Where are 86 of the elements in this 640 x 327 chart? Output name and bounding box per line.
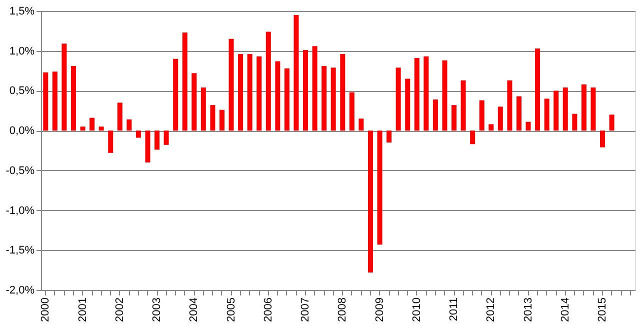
bar — [340, 54, 346, 131]
bar — [126, 119, 132, 131]
bar — [266, 32, 271, 131]
bar — [219, 110, 224, 131]
x-tick-label: 2007 — [300, 298, 312, 322]
bar — [414, 58, 420, 131]
bar — [535, 48, 540, 131]
bar — [52, 72, 58, 131]
bar — [460, 80, 466, 131]
bar — [200, 88, 206, 131]
bar — [70, 66, 76, 131]
bar — [554, 90, 559, 131]
bar — [136, 130, 141, 138]
x-tick-label: 2001 — [76, 298, 89, 322]
bar — [284, 68, 290, 131]
x-tick-label: 2009 — [374, 298, 386, 322]
bar — [377, 130, 382, 245]
bar — [62, 44, 67, 131]
x-tick-label: 2004 — [188, 298, 200, 322]
bar — [90, 118, 95, 131]
bar — [117, 102, 122, 131]
x-tick-label: 2013 — [522, 298, 534, 322]
bar — [544, 98, 550, 131]
bar — [256, 56, 262, 131]
y-tick-label: 0,0% — [9, 125, 35, 138]
x-tick-label: 2002 — [114, 298, 126, 322]
bar — [303, 50, 308, 131]
bar — [238, 54, 244, 131]
bar — [488, 124, 494, 131]
x-tick-label: 2010 — [410, 298, 423, 322]
x-tick-label: 2005 — [225, 298, 238, 322]
bar — [507, 80, 512, 131]
bar — [442, 60, 448, 131]
y-tick-label: -1,5% — [6, 244, 35, 257]
bar — [516, 96, 522, 131]
bar — [452, 105, 457, 131]
bar — [581, 84, 586, 131]
bar — [432, 99, 438, 131]
bar — [609, 114, 614, 131]
bar — [108, 130, 114, 153]
bar — [210, 105, 216, 131]
y-tick-label: -1,0% — [6, 204, 35, 217]
bar — [498, 106, 503, 131]
bar — [80, 126, 86, 131]
bar — [572, 114, 578, 131]
bar — [330, 68, 336, 131]
bar — [358, 118, 364, 131]
bar — [228, 38, 234, 131]
x-tick-label: 2011 — [448, 298, 460, 322]
bar — [173, 58, 178, 131]
x-tick-label: 2014 — [559, 298, 572, 322]
bar — [275, 61, 280, 131]
y-tick-label: -2,0% — [6, 284, 35, 296]
bar — [154, 130, 160, 150]
bar — [294, 14, 299, 131]
x-tick-label: 2000 — [40, 298, 52, 322]
bar — [98, 126, 104, 131]
bar — [145, 130, 150, 162]
bar — [312, 46, 318, 131]
bar — [164, 130, 169, 145]
bar — [526, 122, 531, 131]
bar — [424, 56, 429, 131]
bar — [396, 68, 401, 131]
y-tick-label: 1,0% — [9, 45, 35, 58]
bar — [349, 92, 354, 131]
bar — [182, 32, 188, 131]
y-tick-label: 1,5% — [9, 6, 35, 18]
y-tick-label: 0,5% — [9, 85, 35, 98]
bar — [43, 72, 48, 131]
bar — [590, 88, 596, 131]
bar — [192, 73, 197, 131]
x-tick-label: 2015 — [596, 298, 609, 322]
y-tick-label: -0,5% — [6, 164, 35, 177]
bar — [405, 78, 410, 131]
x-tick-label: 2003 — [151, 298, 164, 322]
x-tick-label: 2006 — [262, 298, 274, 322]
bar — [247, 54, 252, 131]
bar — [386, 130, 392, 143]
bar — [368, 130, 373, 272]
bar — [600, 130, 606, 148]
x-tick-label: 2008 — [336, 298, 349, 322]
bar — [322, 66, 327, 131]
bar — [562, 88, 568, 131]
bar — [470, 130, 476, 144]
bar — [479, 100, 484, 131]
x-tick-label: 2012 — [485, 298, 498, 322]
